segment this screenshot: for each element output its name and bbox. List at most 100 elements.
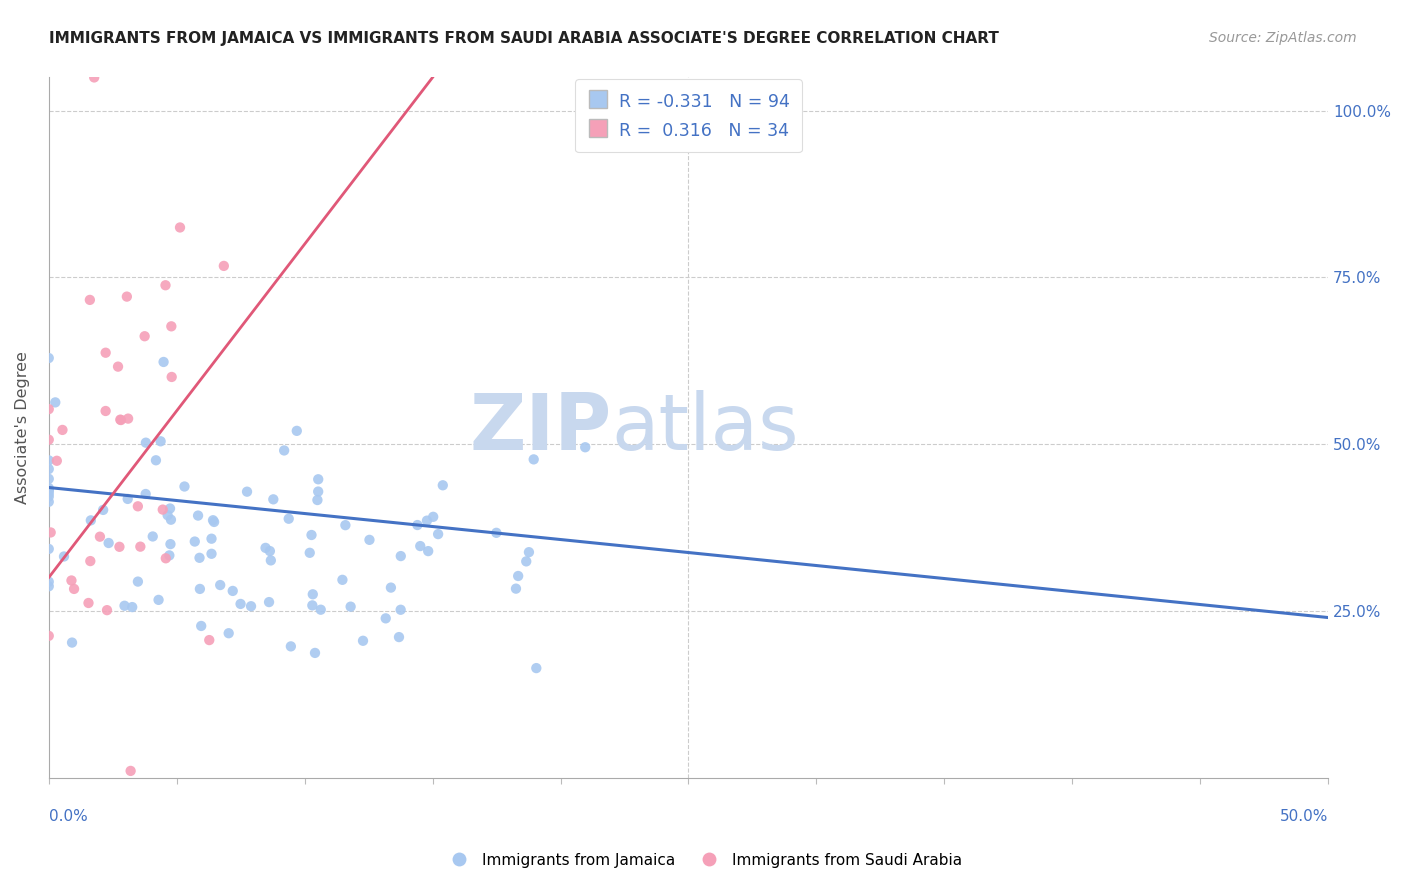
Point (190, 619, 212, 633)
Text: atlas: atlas (612, 390, 799, 466)
Point (38, 541, 60, 556)
Point (117, 491, 139, 506)
Point (120, 764, 142, 778)
Point (200, 547, 222, 561)
Point (134, 329, 156, 343)
Point (380, 581, 402, 595)
Point (374, 611, 396, 625)
Point (212, 259, 235, 273)
Point (169, 220, 191, 235)
Point (524, 661, 547, 675)
Point (389, 603, 412, 617)
Point (38, 481, 60, 495)
Point (388, 630, 411, 644)
Point (38, 351, 60, 365)
Point (38, 462, 60, 476)
Point (298, 546, 321, 560)
Point (53, 549, 76, 564)
Point (301, 528, 323, 542)
Point (110, 412, 132, 426)
Point (273, 443, 295, 458)
Text: 50.0%: 50.0% (1279, 809, 1329, 824)
Point (38, 483, 60, 498)
Point (222, 583, 245, 598)
Point (301, 587, 323, 601)
Point (108, 540, 131, 554)
Point (332, 573, 354, 587)
Point (280, 640, 302, 654)
Point (160, 513, 183, 527)
Point (94, 345, 117, 359)
Point (135, 487, 157, 501)
Point (89, 530, 111, 544)
Point (188, 582, 211, 596)
Point (285, 424, 308, 438)
Point (38, 574, 60, 589)
Point (301, 599, 323, 613)
Point (145, 453, 167, 467)
Point (129, 540, 152, 554)
Point (229, 597, 252, 611)
Point (339, 599, 361, 614)
Point (218, 626, 240, 640)
Point (198, 633, 221, 648)
Point (187, 508, 209, 523)
Point (127, 500, 149, 514)
Point (79, 554, 101, 568)
Point (257, 595, 280, 609)
Text: ZIP: ZIP (470, 390, 612, 466)
Point (159, 537, 181, 551)
Point (77, 596, 100, 610)
Point (114, 599, 136, 613)
Point (83, 70, 105, 85)
Point (135, 435, 157, 450)
Point (260, 553, 283, 567)
Point (45, 454, 67, 468)
Point (142, 529, 165, 543)
Point (152, 502, 174, 516)
Point (262, 492, 284, 507)
Point (148, 593, 170, 607)
Point (309, 603, 332, 617)
Point (60, 574, 83, 588)
Point (184, 534, 207, 549)
Point (159, 501, 181, 516)
Point (200, 532, 222, 546)
Point (107, 359, 129, 374)
Point (155, 278, 177, 293)
Text: Source: ZipAtlas.com: Source: ZipAtlas.com (1209, 31, 1357, 45)
Y-axis label: Associate's Degree: Associate's Degree (15, 351, 30, 504)
Point (91, 503, 114, 517)
Point (209, 578, 232, 592)
Point (63, 582, 86, 596)
Point (307, 472, 329, 486)
Point (277, 512, 299, 526)
Point (304, 646, 326, 660)
Point (307, 493, 329, 508)
Point (160, 370, 183, 384)
Point (406, 518, 429, 533)
Point (427, 527, 450, 541)
Point (352, 633, 374, 648)
Point (259, 544, 281, 558)
Point (505, 582, 527, 596)
Point (508, 569, 530, 583)
Text: IMMIGRANTS FROM JAMAICA VS IMMIGRANTS FROM SAUDI ARABIA ASSOCIATE'S DEGREE CORRE: IMMIGRANTS FROM JAMAICA VS IMMIGRANTS FR… (49, 31, 1000, 46)
Point (202, 515, 225, 529)
Point (38, 486, 60, 500)
Point (157, 549, 180, 563)
Point (94, 404, 117, 418)
Point (121, 600, 143, 615)
Point (38, 490, 60, 504)
Point (155, 551, 177, 566)
Point (38, 495, 60, 509)
Point (254, 541, 277, 555)
Point (240, 599, 263, 614)
Point (38, 472, 60, 486)
Point (38, 453, 60, 467)
Legend: Immigrants from Jamaica, Immigrants from Saudi Arabia: Immigrants from Jamaica, Immigrants from… (437, 847, 969, 873)
Point (152, 355, 174, 369)
Point (188, 550, 211, 565)
Point (51, 423, 73, 437)
Point (97, 536, 120, 550)
